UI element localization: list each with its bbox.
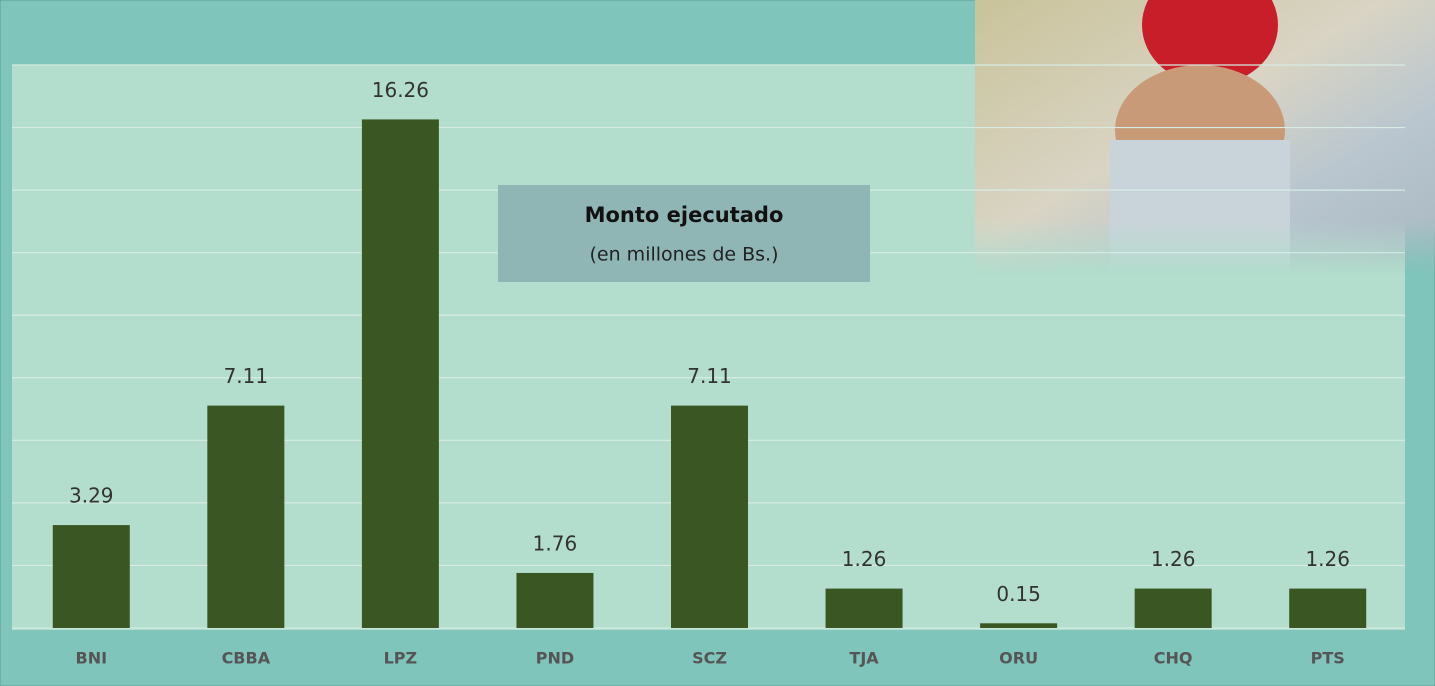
value-label: 1.26	[842, 547, 887, 571]
chart-title: Monto ejecutado	[585, 203, 784, 227]
value-label: 1.26	[1305, 547, 1350, 571]
bar	[1135, 589, 1212, 628]
photo	[975, 0, 1435, 275]
x-tick-label: CBBA	[222, 649, 271, 668]
x-tick-label: CHQ	[1154, 649, 1193, 668]
x-tick-label: ORU	[999, 649, 1038, 668]
bar	[826, 589, 903, 628]
value-label: 0.15	[996, 582, 1041, 606]
value-label: 1.26	[1151, 547, 1196, 571]
x-tick-label: PTS	[1311, 649, 1345, 668]
bar	[516, 573, 593, 628]
x-tick-label: LPZ	[384, 649, 418, 668]
bar	[980, 623, 1057, 628]
value-label: 3.29	[69, 484, 114, 508]
chart-subtitle: (en millones de Bs.)	[590, 244, 779, 266]
bar	[1289, 589, 1366, 628]
x-tick-label: TJA	[849, 649, 879, 668]
value-label: 1.76	[533, 531, 578, 555]
value-label: 7.11	[224, 364, 269, 388]
title-box	[498, 185, 870, 282]
value-label: 7.11	[687, 364, 732, 388]
value-label: 16.26	[372, 78, 429, 102]
x-tick-label: BNI	[76, 649, 108, 668]
chart: Monto ejecutado (en millones de Bs.) BNI…	[0, 0, 1435, 686]
bar	[671, 406, 748, 628]
x-tick-label: PND	[536, 649, 574, 668]
bar	[362, 119, 439, 628]
bar	[53, 525, 130, 628]
bar	[207, 406, 284, 628]
x-tick-label: SCZ	[692, 649, 727, 668]
